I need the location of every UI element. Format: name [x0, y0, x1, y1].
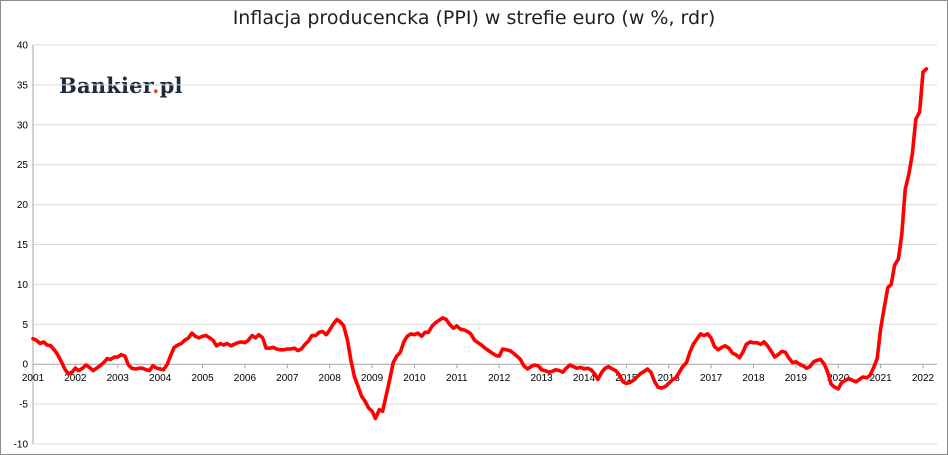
y-tick-label: -5 [19, 400, 28, 411]
x-tick-label: 2011 [446, 373, 468, 384]
x-tick-label: 2020 [827, 373, 850, 384]
y-tick-label: 25 [17, 160, 29, 171]
x-tick-label: 2015 [615, 373, 638, 384]
series-line [31, 67, 929, 421]
x-tick-label: 2002 [64, 373, 87, 384]
series-layer [31, 67, 929, 421]
chart-title: Inflacja producencka (PPI) w strefie eur… [232, 7, 716, 29]
x-tick-label: 2009 [361, 373, 384, 384]
x-tick-label: 2022 [912, 373, 935, 384]
x-tick-labels: 2001 2002 2003 2004 2005 2006 2007 2008 2009 2010… [22, 373, 935, 384]
y-tick-labels: -10 -5 0 5 10 15 20 25 30 35 40 [14, 41, 29, 451]
y-tick-label: 40 [17, 41, 29, 52]
x-tick-label: 2005 [191, 373, 214, 384]
y-tick-label: 20 [17, 200, 29, 211]
brand-logo-suffix: pl [159, 73, 183, 98]
y-tick-label: 15 [17, 240, 29, 251]
y-tick-label: 30 [17, 120, 29, 131]
y-tick-label: -10 [14, 440, 29, 451]
y-tick-label: 5 [22, 320, 28, 331]
x-tick-label: 2001 [22, 373, 45, 384]
x-tick-label: 2019 [785, 373, 808, 384]
x-tick-label: 2006 [234, 373, 257, 384]
grid-lines [33, 44, 937, 445]
x-tick-label: 2003 [107, 373, 130, 384]
x-tick-label: 2014 [573, 373, 596, 384]
x-tick-label: 2012 [488, 373, 511, 384]
x-tick-label: 2008 [319, 373, 342, 384]
y-tick-label: 10 [17, 280, 29, 291]
brand-logo: Bankier.pl [59, 73, 183, 98]
y-tick-label: 35 [17, 80, 29, 91]
brand-logo-dot: . [152, 73, 160, 98]
x-tick-label: 2017 [700, 373, 723, 384]
y-tick-label: 0 [22, 360, 28, 371]
x-tick-label: 2007 [276, 373, 299, 384]
x-tick-label: 2016 [658, 373, 681, 384]
x-tick-label: 2013 [530, 373, 553, 384]
x-tick-label: 2018 [742, 373, 765, 384]
brand-logo-name: Bankier [59, 73, 153, 98]
x-tick-label: 2021 [870, 373, 893, 384]
x-tick-label: 2010 [403, 373, 426, 384]
axes [32, 45, 937, 444]
x-tick-label: 2004 [149, 373, 172, 384]
